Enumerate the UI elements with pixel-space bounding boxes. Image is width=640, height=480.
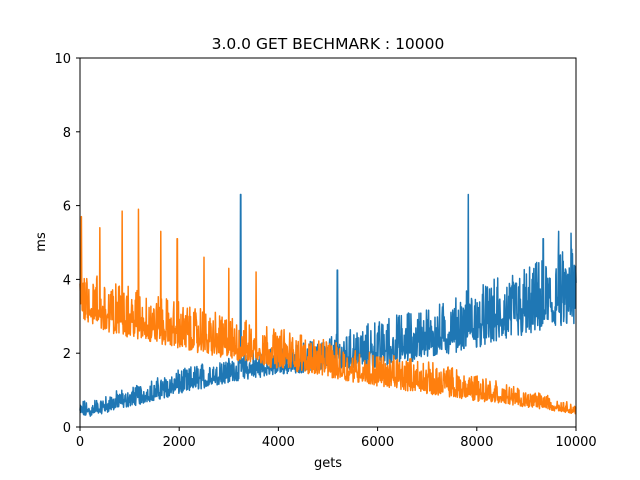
y-axis: 0 2 4 6 8 10: [54, 52, 80, 436]
y-tick-label: 8: [63, 126, 71, 141]
y-tick-label: 6: [63, 200, 71, 215]
x-tick-label: 8000: [460, 435, 493, 450]
chart-title: 3.0.0 GET BECHMARK : 10000: [212, 35, 445, 53]
y-tick-label: 2: [63, 347, 71, 362]
y-tick-label: 0: [63, 421, 71, 436]
x-tick-label: 6000: [361, 435, 394, 450]
y-axis-label: ms: [34, 232, 49, 252]
y-tick-label: 4: [63, 273, 71, 288]
x-tick-label: 10000: [555, 435, 596, 450]
x-tick-label: 2000: [163, 435, 196, 450]
x-tick-label: 0: [76, 435, 84, 450]
y-tick-label: 10: [54, 52, 71, 67]
series-layer: [79, 193, 577, 417]
x-axis: 0 2000 4000 6000 8000 10000: [76, 427, 597, 450]
series-line-2: [79, 208, 577, 415]
plot-frame: [79, 57, 577, 428]
x-axis-label: gets: [314, 456, 342, 471]
x-tick-label: 4000: [262, 435, 295, 450]
